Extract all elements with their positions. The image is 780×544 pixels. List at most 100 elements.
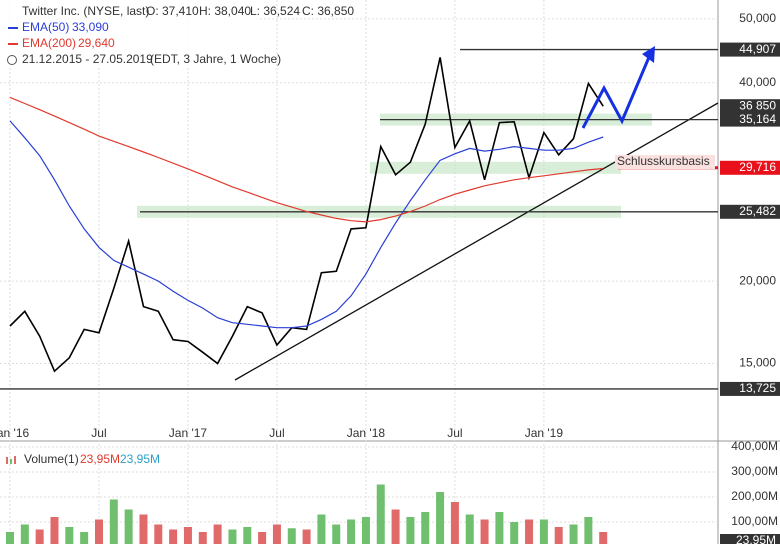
volume-bar — [421, 512, 430, 544]
volume-bar — [124, 509, 133, 544]
volume-bar — [450, 502, 459, 544]
volume-bar — [495, 512, 504, 544]
volume-bar — [525, 519, 534, 544]
x-tick-label: Jan '17 — [169, 426, 208, 440]
volume-bar — [584, 517, 593, 544]
level-label-box — [720, 204, 780, 219]
volume-bar — [228, 529, 237, 544]
volume-icon — [10, 459, 12, 464]
legend-entry: EMA(200) — [22, 36, 76, 50]
level-label-box — [720, 99, 780, 114]
volume-bar — [287, 528, 296, 544]
level-label: 36 850 — [739, 98, 776, 112]
ema-line — [9, 96, 604, 223]
volume-bar — [94, 519, 103, 544]
volume-legend: Volume(1) — [24, 452, 79, 466]
volume-tick-label: 100,00M — [731, 514, 778, 528]
level-label-box — [720, 42, 780, 57]
volume-tick-label: 200,00M — [731, 489, 778, 503]
volume-last-box — [720, 534, 780, 544]
volume-bar — [332, 524, 341, 544]
volume-bar — [510, 522, 519, 544]
ohlc: L: 36,524 — [250, 4, 300, 18]
level-label: 29,716 — [739, 160, 776, 174]
legend-value: 29,640 — [78, 36, 115, 50]
x-tick-label: Jul — [269, 426, 284, 440]
volume-icon — [6, 457, 8, 464]
x-tick-label: Jan '18 — [347, 426, 386, 440]
x-tick-label: Jan '19 — [525, 426, 564, 440]
volume-bar — [554, 527, 563, 544]
volume-bar — [361, 517, 370, 544]
volume-last-label: 23,95M — [736, 533, 776, 544]
legend-title: Twitter Inc. (NYSE, last) — [22, 4, 149, 18]
volume-bar — [258, 532, 267, 544]
axis-area — [718, 0, 780, 544]
ohlc: H: 38,040 — [199, 4, 251, 18]
volume-bar — [35, 529, 44, 544]
volume-bar — [317, 514, 326, 544]
volume-bar — [20, 524, 29, 544]
volume-bar — [139, 514, 148, 544]
volume-bar — [183, 527, 192, 544]
volume-bar — [391, 509, 400, 544]
volume-bar — [272, 524, 281, 544]
ema-line — [9, 120, 604, 329]
level-label-box — [720, 381, 780, 396]
volume-bar — [169, 529, 178, 544]
volume-bar — [65, 527, 74, 544]
volume-bar — [243, 527, 252, 544]
ohlc: C: 36,850 — [302, 4, 354, 18]
x-tick-label: Jul — [447, 426, 462, 440]
level-label: 35,164 — [739, 112, 776, 126]
volume-legend-value: 23,95M — [80, 452, 120, 466]
volume-bar — [347, 519, 356, 544]
volume-bar — [406, 517, 415, 544]
subtitle-note: (EDT, 3 Jahre, 1 Woche) — [150, 52, 281, 66]
y-tick-label: 20,000 — [739, 273, 776, 287]
volume-bar — [539, 519, 548, 544]
volume-bar — [376, 484, 385, 544]
legend-bg — [0, 0, 260, 68]
ohlc: O: 37,410 — [146, 4, 199, 18]
x-tick-label: Jan '16 — [0, 426, 29, 440]
arrow-head — [642, 46, 655, 63]
volume-icon — [14, 456, 16, 464]
volume-tick-label: 300,00M — [731, 464, 778, 478]
legend-entry: EMA(50) — [22, 20, 69, 34]
annotation-box — [615, 155, 715, 169]
y-tick-label: 15,000 — [739, 356, 776, 370]
legend-value: 33,090 — [72, 20, 109, 34]
volume-bar — [154, 524, 163, 544]
volume-bar — [109, 499, 118, 544]
volume-bar — [436, 492, 445, 544]
volume-bar — [50, 517, 59, 544]
y-tick-label: 50,000 — [739, 11, 776, 25]
volume-bar — [569, 524, 578, 544]
volume-legend-value: 23,95M — [120, 452, 160, 466]
volume-bar — [599, 532, 608, 544]
level-label: 13,725 — [739, 381, 776, 395]
subtitle: 21.12.2015 - 27.05.2019 — [22, 52, 153, 66]
annotation: Schlusskursbasis — [617, 154, 710, 168]
volume-bar — [213, 524, 222, 544]
volume-bar — [198, 532, 207, 544]
x-tick-label: Jul — [91, 426, 106, 440]
volume-bar — [480, 519, 489, 544]
level-label-box — [720, 160, 780, 175]
trend-line — [234, 102, 719, 381]
level-label: 44,907 — [739, 42, 776, 56]
forecast-arrow — [581, 49, 654, 129]
level-label-box — [720, 112, 780, 127]
y-tick-label: 40,000 — [739, 75, 776, 89]
level-label: 25,482 — [739, 204, 776, 218]
volume-tick-label: 400,00M — [731, 439, 778, 453]
price-line — [9, 57, 604, 373]
volume-bar — [6, 532, 14, 544]
volume-bar — [465, 514, 474, 544]
volume-bar — [80, 532, 89, 544]
clock-icon — [7, 55, 17, 65]
volume-bar — [302, 529, 311, 544]
